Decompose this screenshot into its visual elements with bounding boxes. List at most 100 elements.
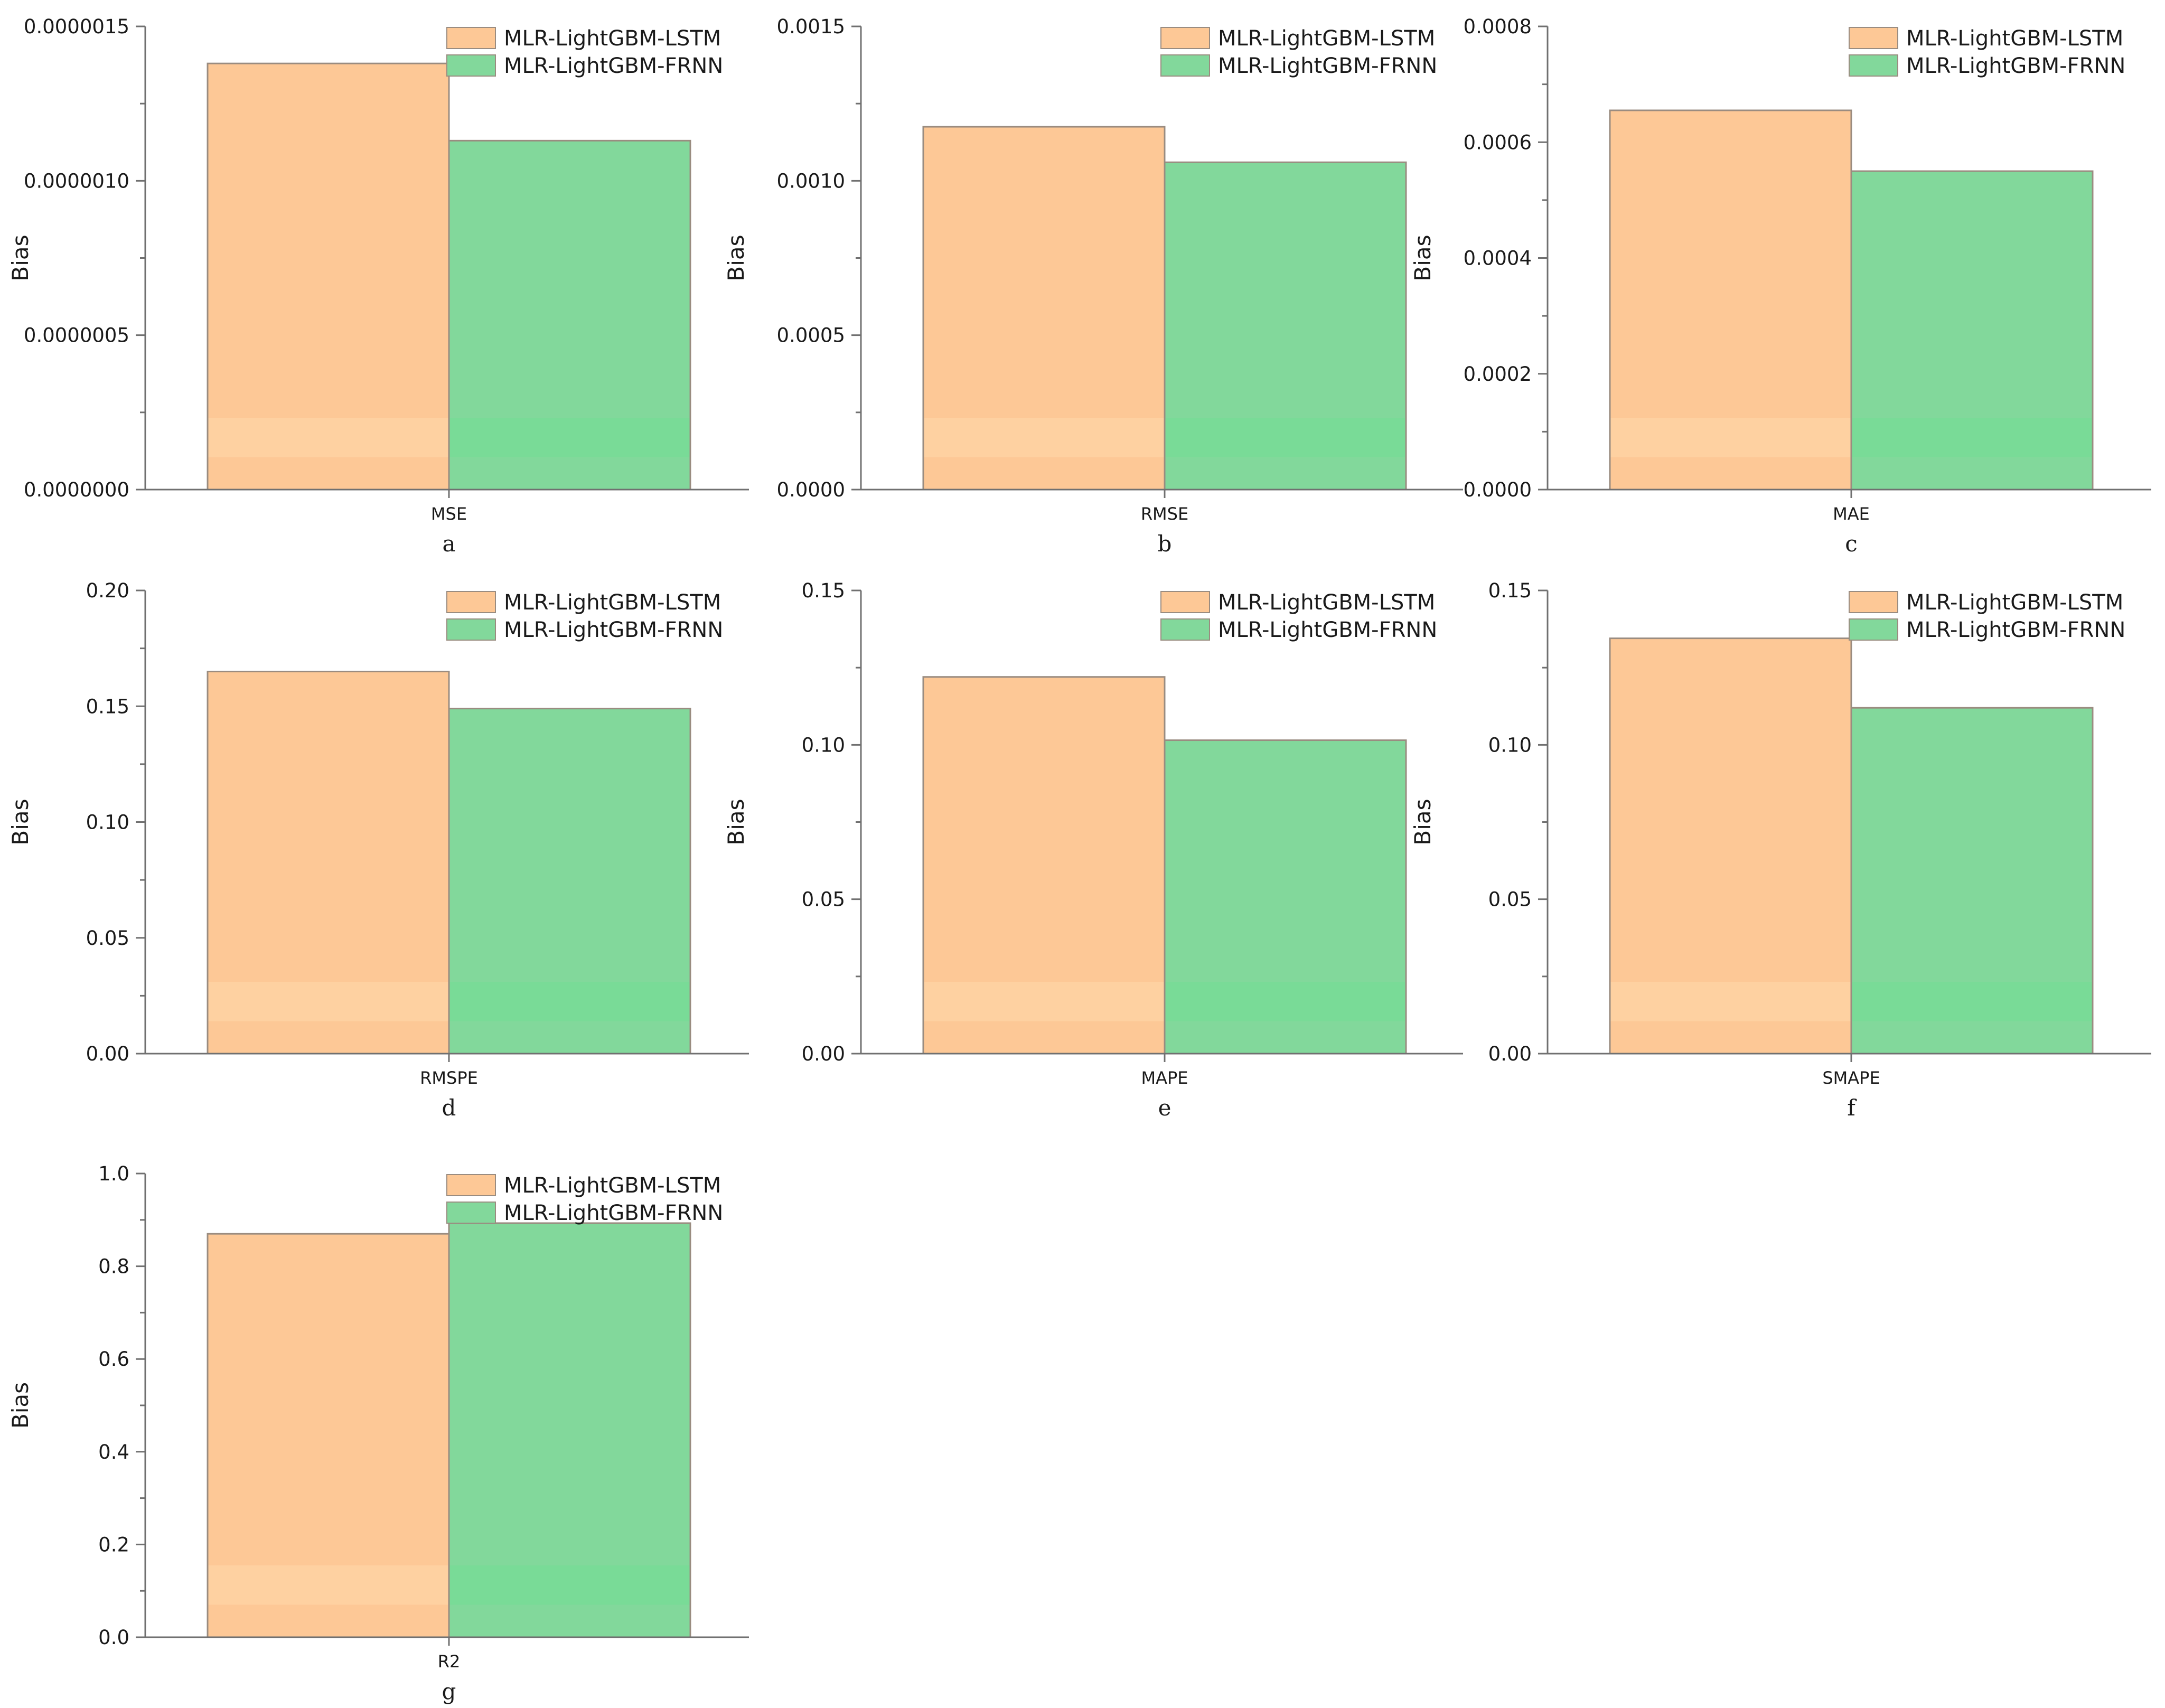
legend-swatch-c-1 bbox=[1849, 54, 1898, 77]
bar-shade-d-1 bbox=[449, 982, 690, 1021]
y-tick-label-d: 0.00 bbox=[86, 1043, 129, 1065]
bar-shade-d-0 bbox=[208, 982, 448, 1021]
y-axis-label-b: Bias bbox=[723, 234, 749, 281]
y-tick-label-g: 0.4 bbox=[98, 1441, 129, 1463]
panel-e: 0.00 0.05 0.10 0.15 MAPE e Bias MLR-LightGBM-LS… bbox=[723, 579, 1463, 1121]
legend-swatch-a-1 bbox=[446, 54, 496, 77]
bar-shade-g-0 bbox=[208, 1565, 448, 1605]
y-tick-label-d: 0.05 bbox=[86, 927, 129, 950]
legend-label-f-1: MLR-LightGBM-FRNN bbox=[1906, 618, 2125, 642]
y-axis-label-d: Bias bbox=[7, 799, 33, 845]
y-tick-label-a: 0.0000005 bbox=[24, 324, 129, 347]
panel-g: 0.0 0.2 0.4 0.6 0.8 1.0 R2 g Bias MLR-LightGBM-LS… bbox=[7, 1162, 749, 1704]
y-tick-label-b: 0.0010 bbox=[777, 170, 845, 192]
y-tick-label-e: 0.15 bbox=[802, 579, 845, 602]
legend-label-d-1: MLR-LightGBM-FRNN bbox=[504, 618, 723, 642]
legend-label-b-1: MLR-LightGBM-FRNN bbox=[1218, 54, 1437, 78]
legend-label-g-0: MLR-LightGBM-LSTM bbox=[504, 1174, 721, 1198]
y-tick-label-b: 0.0005 bbox=[777, 324, 845, 347]
bar-shade-e-0 bbox=[924, 982, 1164, 1021]
legend-label-c-0: MLR-LightGBM-LSTM bbox=[1906, 26, 2123, 51]
bar-shade-a-0 bbox=[208, 418, 448, 457]
y-axis-label-g: Bias bbox=[7, 1382, 33, 1429]
category-label-a: MSE bbox=[431, 504, 467, 524]
panel-c: 0.0000 0.0002 0.0004 0.0006 0.0008 MAE c Bias ML… bbox=[1410, 15, 2151, 557]
category-label-c: MAE bbox=[1833, 504, 1870, 524]
panel-d: 0.00 0.05 0.10 0.15 0.20 RMSPE d Bias MLR-LightG… bbox=[7, 579, 749, 1121]
bar-shade-c-1 bbox=[1852, 418, 2092, 457]
y-axis-label-c: Bias bbox=[1410, 234, 1436, 281]
legend-swatch-g-1 bbox=[446, 1202, 496, 1224]
y-tick-label-g: 0.6 bbox=[98, 1348, 129, 1371]
y-tick-label-a: 0.0000015 bbox=[24, 15, 129, 38]
y-tick-label-g: 0.0 bbox=[98, 1626, 129, 1649]
bar-shade-g-1 bbox=[449, 1565, 690, 1605]
legend-swatch-d-1 bbox=[446, 618, 496, 641]
y-tick-label-g: 0.2 bbox=[98, 1533, 129, 1556]
y-tick-label-g: 0.8 bbox=[98, 1255, 129, 1278]
legend-swatch-e-1 bbox=[1160, 618, 1210, 641]
legend-label-e-1: MLR-LightGBM-FRNN bbox=[1218, 618, 1437, 642]
legend-swatch-a-0 bbox=[446, 27, 496, 49]
y-tick-label-e: 0.00 bbox=[802, 1043, 845, 1065]
legend-swatch-e-0 bbox=[1160, 591, 1210, 613]
legend-label-f-0: MLR-LightGBM-LSTM bbox=[1906, 590, 2123, 615]
legend-label-a-0: MLR-LightGBM-LSTM bbox=[504, 26, 721, 51]
y-tick-label-d: 0.15 bbox=[86, 695, 129, 718]
panel-letter-f: f bbox=[1847, 1095, 1857, 1121]
legend-swatch-d-0 bbox=[446, 591, 496, 613]
legend-label-c-1: MLR-LightGBM-FRNN bbox=[1906, 54, 2125, 78]
y-tick-label-g: 1.0 bbox=[98, 1162, 129, 1185]
legend-label-b-0: MLR-LightGBM-LSTM bbox=[1218, 26, 1435, 51]
bar-shade-f-1 bbox=[1852, 982, 2092, 1021]
panel-letter-b: b bbox=[1158, 531, 1172, 557]
category-label-d: RMSPE bbox=[420, 1068, 478, 1088]
y-tick-label-b: 0.0015 bbox=[777, 15, 845, 38]
panel-b: 0.0000 0.0005 0.0010 0.0015 RMSE b Bias MLR-Lig… bbox=[723, 15, 1463, 557]
legend-swatch-g-0 bbox=[446, 1174, 496, 1196]
category-label-e: MAPE bbox=[1141, 1068, 1188, 1088]
panel-letter-c: c bbox=[1845, 531, 1858, 557]
category-label-b: RMSE bbox=[1141, 504, 1188, 524]
y-tick-label-c: 0.0000 bbox=[1464, 478, 1532, 501]
legend-label-d-0: MLR-LightGBM-LSTM bbox=[504, 590, 721, 615]
y-axis-label-e: Bias bbox=[723, 799, 749, 845]
y-tick-label-d: 0.10 bbox=[86, 811, 129, 834]
y-axis-label-f: Bias bbox=[1410, 799, 1436, 845]
y-tick-label-a: 0.0000000 bbox=[24, 478, 129, 501]
y-tick-label-e: 0.05 bbox=[802, 888, 845, 911]
y-axis-label-a: Bias bbox=[7, 234, 33, 281]
bar-shade-f-0 bbox=[1610, 982, 1851, 1021]
legend-label-g-1: MLR-LightGBM-FRNN bbox=[504, 1201, 723, 1225]
category-label-g: R2 bbox=[438, 1651, 461, 1672]
legend-label-a-1: MLR-LightGBM-FRNN bbox=[504, 54, 723, 78]
y-tick-label-d: 0.20 bbox=[86, 579, 129, 602]
y-tick-label-f: 0.00 bbox=[1488, 1043, 1532, 1065]
y-tick-label-c: 0.0004 bbox=[1464, 247, 1532, 270]
bar-shade-b-1 bbox=[1165, 418, 1405, 457]
legend-swatch-c-0 bbox=[1849, 27, 1898, 49]
bar-shade-e-1 bbox=[1165, 982, 1405, 1021]
panel-a: 0.0000000 0.0000005 0.0000010 0.0000015 MSE a… bbox=[7, 15, 749, 557]
category-label-f: SMAPE bbox=[1822, 1068, 1880, 1088]
panel-letter-d: d bbox=[442, 1095, 456, 1121]
legend-label-e-0: MLR-LightGBM-LSTM bbox=[1218, 590, 1435, 615]
y-tick-label-f: 0.10 bbox=[1488, 734, 1532, 756]
bar-shade-b-0 bbox=[924, 418, 1164, 457]
y-tick-label-f: 0.05 bbox=[1488, 888, 1532, 911]
y-tick-label-e: 0.10 bbox=[802, 734, 845, 756]
panel-f: 0.00 0.05 0.10 0.15 SMAPE f Bias MLR-LightGBM-L… bbox=[1410, 579, 2151, 1121]
legend-swatch-f-1 bbox=[1849, 618, 1898, 641]
bar-shade-c-0 bbox=[1610, 418, 1851, 457]
y-tick-label-c: 0.0002 bbox=[1464, 363, 1532, 386]
bar-shade-a-1 bbox=[449, 418, 690, 457]
panel-letter-a: a bbox=[442, 531, 455, 557]
panel-letter-g: g bbox=[442, 1678, 456, 1704]
legend-swatch-b-1 bbox=[1160, 54, 1210, 77]
legend-swatch-f-0 bbox=[1849, 591, 1898, 613]
y-tick-label-b: 0.0000 bbox=[777, 478, 845, 501]
y-tick-label-c: 0.0008 bbox=[1464, 15, 1532, 38]
y-tick-label-f: 0.15 bbox=[1488, 579, 1532, 602]
legend-swatch-b-0 bbox=[1160, 27, 1210, 49]
